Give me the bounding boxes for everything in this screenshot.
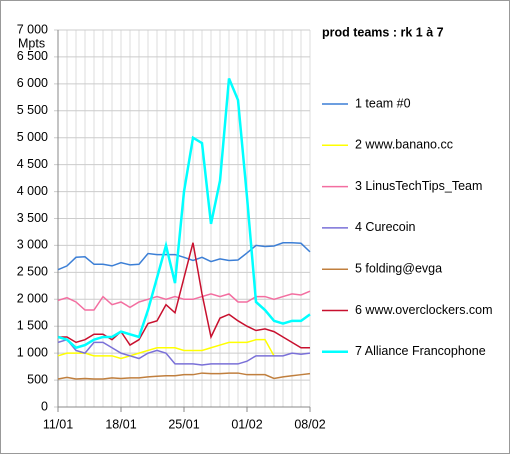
series-line [57, 338, 311, 366]
x-tick-label: 01/02 [231, 417, 262, 431]
series-line [57, 77, 311, 350]
x-tick-label: 25/01 [168, 417, 199, 431]
y-tick-label: 5 000 [17, 130, 48, 144]
series-line [58, 242, 310, 349]
y-tick-label: 6 000 [17, 76, 48, 90]
x-tick-label: 08/02 [294, 417, 325, 431]
y-tick-label: 2 500 [17, 265, 48, 279]
y-tick-label: 6 500 [17, 49, 48, 63]
y-tick-label: 3 500 [17, 211, 48, 225]
legend-label: 2 www.banano.cc [355, 138, 453, 152]
y-tick-label: 5 500 [17, 103, 48, 117]
y-tick-label: 1 000 [17, 345, 48, 359]
series-line [57, 290, 311, 311]
legend-label: 6 www.overclockers.com [355, 303, 493, 317]
x-tick-label: 18/01 [105, 417, 136, 431]
y-axis-label: Mpts [18, 36, 45, 50]
y-tick-label: 7 000 [17, 22, 48, 36]
legend-label: 3 LinusTechTips_Team [355, 179, 482, 193]
y-tick-label: 4 000 [17, 184, 48, 198]
y-tick-label: 1 500 [17, 319, 48, 333]
legend-label: 4 Curecoin [355, 220, 415, 234]
chart-title: prod teams : rk 1 à 7 [322, 25, 444, 39]
y-tick-label: 2 000 [17, 292, 48, 306]
y-tick-label: 0 [41, 399, 48, 413]
y-tick-label: 4 500 [17, 157, 48, 171]
y-tick-label: 500 [27, 372, 48, 386]
y-tick-label: 3 000 [17, 238, 48, 252]
legend-label: 5 folding@evga [355, 261, 442, 275]
x-tick-label: 11/01 [43, 417, 73, 431]
series-line [57, 338, 275, 360]
legend-label: 1 team #0 [355, 96, 411, 110]
legend-label: 7 Alliance Francophone [355, 344, 486, 358]
series-line [57, 372, 311, 380]
series-line [57, 241, 311, 271]
